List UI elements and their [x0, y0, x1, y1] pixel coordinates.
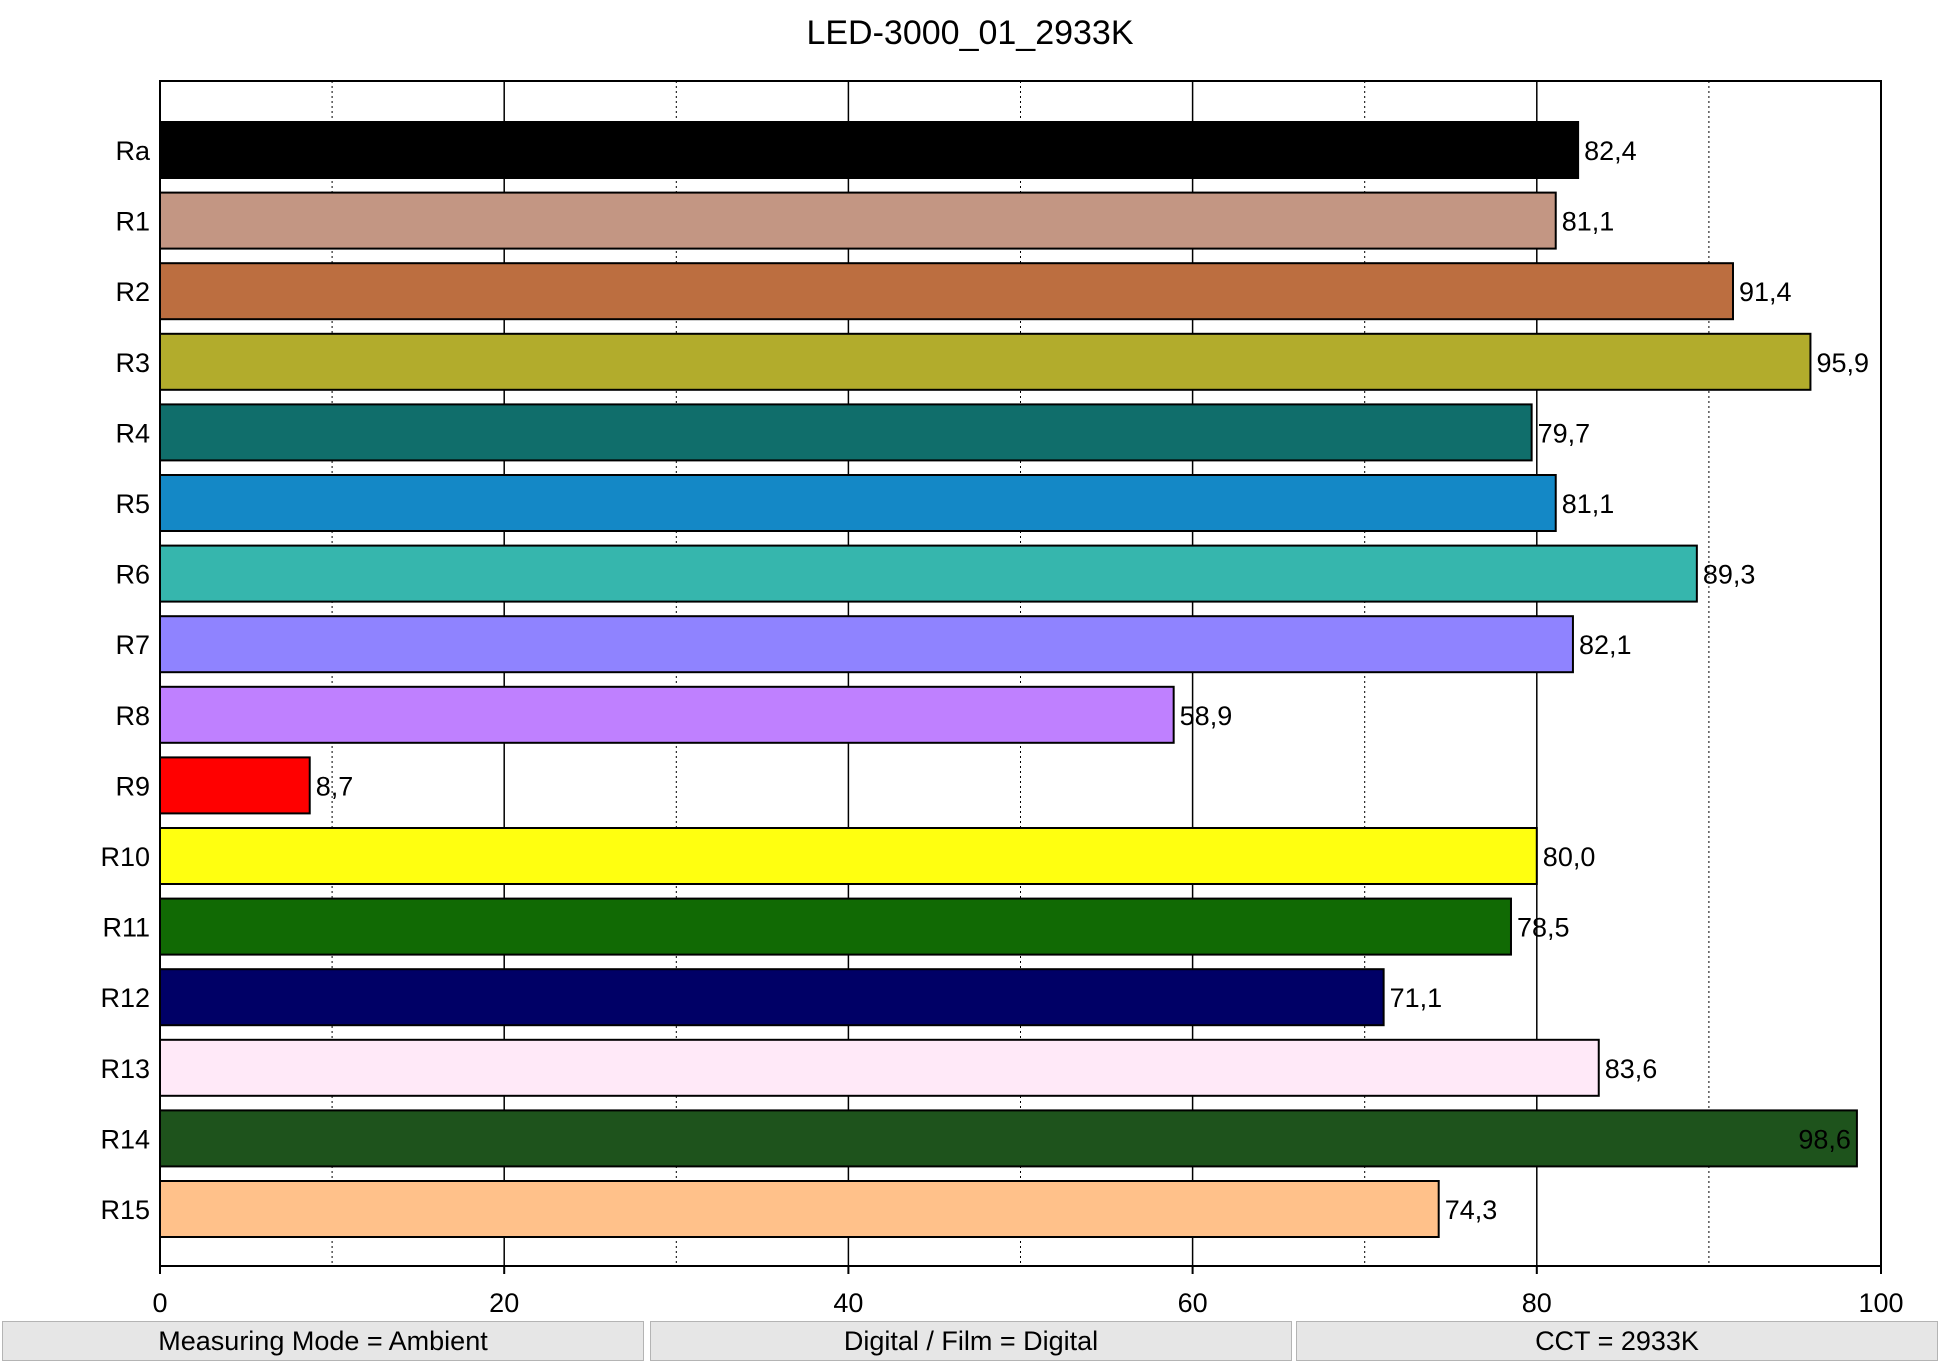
category-label-r15: R15 [100, 1195, 150, 1225]
bar-r3 [159, 332, 1812, 391]
category-label-r7: R7 [115, 630, 150, 660]
plot-frame [159, 80, 1882, 1267]
x-tick-label-1: 20 [489, 1288, 519, 1318]
bar-r13 [159, 1038, 1600, 1097]
bar-r4 [159, 403, 1533, 462]
category-label-ra: Ra [115, 136, 150, 166]
bar-r10 [159, 827, 1538, 885]
x-tick-label-0: 0 [152, 1288, 167, 1318]
bar-r5 [159, 474, 1557, 532]
category-label-r6: R6 [115, 560, 150, 590]
bar-r12 [159, 968, 1385, 1027]
category-label-r11: R11 [102, 913, 150, 943]
value-label-r4: 79,7 [1538, 418, 1591, 448]
x-axis-ticks: 0 20 40 60 80 100 [152, 1266, 1904, 1318]
value-label-r2: 91,4 [1739, 277, 1792, 307]
category-label-r5: R5 [115, 489, 150, 519]
category-label-r10: R10 [100, 842, 150, 872]
category-label-r4: R4 [115, 418, 150, 448]
category-label-r8: R8 [115, 701, 150, 731]
category-label-r2: R2 [115, 277, 150, 307]
bar-r8 [159, 685, 1175, 744]
value-label-r12: 71,1 [1390, 983, 1443, 1013]
value-label-r7: 82,1 [1579, 630, 1632, 660]
bar-ra [159, 121, 1580, 179]
value-label-r5: 81,1 [1562, 489, 1615, 519]
bar-r6 [159, 544, 1698, 603]
chart-title: LED-3000_01_2933K [806, 14, 1134, 52]
bar-r1 [159, 191, 1557, 250]
value-label-r13: 83,6 [1605, 1054, 1658, 1084]
value-label-r3: 95,9 [1816, 348, 1869, 378]
bar-r15 [159, 1180, 1440, 1238]
bar-r2 [159, 262, 1734, 321]
value-label-r1: 81,1 [1562, 207, 1615, 237]
value-label-r14: 98,6 [1798, 1124, 1851, 1154]
value-label-r6: 89,3 [1703, 560, 1756, 590]
value-label-r10: 80,0 [1543, 842, 1596, 872]
category-label-r3: R3 [115, 348, 150, 378]
bar-r11 [159, 897, 1512, 956]
digital-film-field: Digital / Film = Digital [650, 1321, 1292, 1361]
bars: Ra 82,4 R1 81,1 R2 91,4 R3 95,9 R4 79,7 R5 81,1 R6 89… [100, 121, 1869, 1238]
category-label-r12: R12 [100, 983, 150, 1013]
bar-chart: Ra 82,4 R1 81,1 R2 91,4 R3 95,9 R4 79,7 R5 81,1 R6 89… [100, 80, 1904, 1318]
category-label-r9: R9 [115, 771, 150, 801]
status-bar: Measuring Mode = Ambient Digital / Film … [0, 1318, 1940, 1366]
value-label-r8: 58,9 [1180, 701, 1233, 731]
value-label-ra: 82,4 [1584, 136, 1637, 166]
cct-field: CCT = 2933K [1296, 1321, 1938, 1361]
x-tick-label-2: 40 [833, 1288, 863, 1318]
x-tick-label-4: 80 [1522, 1288, 1552, 1318]
category-label-r14: R14 [100, 1124, 150, 1154]
value-label-r11: 78,5 [1517, 913, 1570, 943]
x-tick-label-3: 60 [1178, 1288, 1208, 1318]
bar-r7 [159, 615, 1574, 674]
category-label-r1: R1 [115, 207, 150, 237]
value-label-r15: 74,3 [1445, 1195, 1498, 1225]
bar-r14 [159, 1109, 1858, 1168]
x-tick-label-5: 100 [1858, 1288, 1903, 1318]
measuring-mode-field: Measuring Mode = Ambient [2, 1321, 644, 1361]
category-label-r13: R13 [100, 1054, 150, 1084]
bar-r9 [159, 756, 311, 815]
value-label-r9: 8,7 [316, 771, 354, 801]
